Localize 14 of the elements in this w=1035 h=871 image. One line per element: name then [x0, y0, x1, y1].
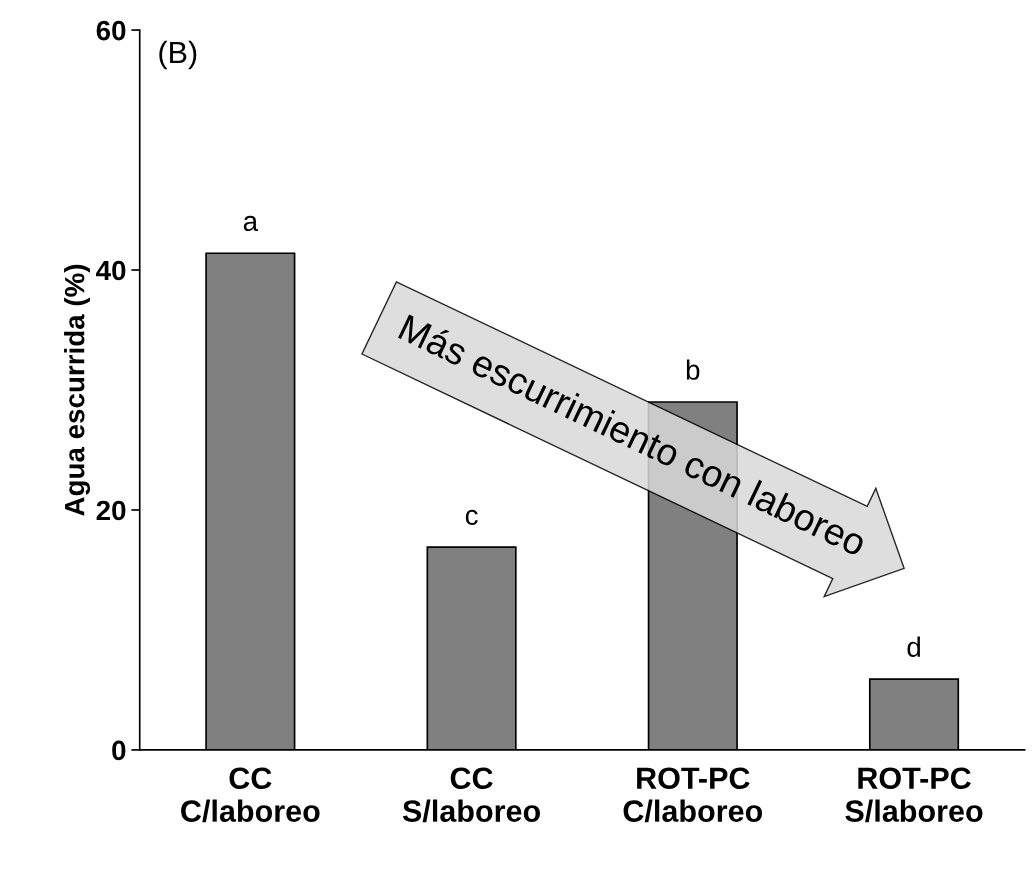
x-tick-label: CC C/laboreo	[181, 767, 320, 823]
x-tick-label: CC S/laboreo	[402, 767, 540, 823]
y-tick-label: 60	[96, 20, 126, 41]
y-tick-label: 40	[96, 260, 126, 281]
annotation: a	[243, 215, 259, 232]
annotation: (B)	[159, 40, 197, 70]
annotation: c	[465, 509, 478, 526]
y-axis-title: Agua escurrida (%)	[64, 264, 91, 516]
annotation: d	[907, 636, 920, 657]
x-tick-label: ROT-PC S/laboreo	[845, 767, 983, 823]
annotation: b	[686, 359, 700, 380]
x-tick-label: ROT-PC C/laboreo	[623, 767, 763, 823]
y-tick-label: 0	[112, 740, 126, 761]
y-tick-label: 20	[96, 500, 126, 521]
